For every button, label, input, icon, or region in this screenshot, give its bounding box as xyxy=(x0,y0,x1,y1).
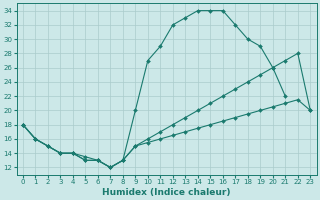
X-axis label: Humidex (Indice chaleur): Humidex (Indice chaleur) xyxy=(102,188,231,197)
